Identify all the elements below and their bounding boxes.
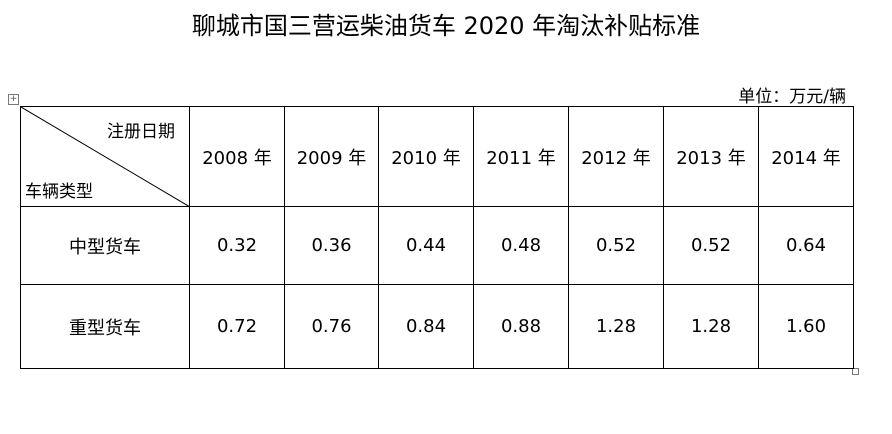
table-resize-handle[interactable] bbox=[852, 368, 859, 375]
cell-value: 0.72 bbox=[189, 284, 285, 369]
diagonal bbox=[21, 107, 190, 207]
column-header: 2009 年 bbox=[284, 106, 379, 207]
cell-value: 0.36 bbox=[284, 206, 379, 285]
cell-value: 0.52 bbox=[663, 206, 759, 285]
column-header: 2014 年 bbox=[758, 106, 854, 207]
cell-value: 0.44 bbox=[378, 206, 474, 285]
corner-cell: 注册日期 车辆类型 bbox=[20, 106, 190, 207]
data-row: 重型货车 0.72 0.76 0.84 0.88 1.28 1.28 1.60 bbox=[20, 284, 854, 369]
cell-value: 0.76 bbox=[284, 284, 379, 369]
cell-value: 0.48 bbox=[473, 206, 569, 285]
cell-value: 0.84 bbox=[378, 284, 474, 369]
page-title: 聊城市国三营运柴油货车 2020 年淘汰补贴标准 bbox=[191, 12, 701, 40]
cell-value: 0.32 bbox=[189, 206, 285, 285]
cell-value: 0.64 bbox=[758, 206, 854, 285]
column-header: 2013 年 bbox=[663, 106, 759, 207]
subsidy-table: 注册日期 车辆类型 2008 年 2009 年 2010 年 2011 年 2012 年… bbox=[20, 106, 854, 369]
table-move-handle[interactable]: + bbox=[8, 94, 19, 105]
corner-bottom: 车辆类型 bbox=[25, 182, 93, 202]
row-label: 中型货车 bbox=[20, 206, 190, 285]
cell-value: 1.28 bbox=[663, 284, 759, 369]
cell-value: 0.88 bbox=[473, 284, 569, 369]
cell-value: 1.28 bbox=[568, 284, 664, 369]
corner-top: 注册日期 bbox=[107, 122, 175, 142]
column-header: 2008 年 bbox=[189, 106, 285, 207]
data-row: 中型货车 0.32 0.36 0.44 0.48 0.52 0.52 0.64 bbox=[20, 206, 854, 285]
column-header: 2012 年 bbox=[568, 106, 664, 207]
column-header: 2011 年 bbox=[473, 106, 569, 207]
cell-value: 0.52 bbox=[568, 206, 664, 285]
row-label: 重型货车 bbox=[20, 284, 190, 369]
cell-value: 1.60 bbox=[758, 284, 854, 369]
column-header: 2010 年 bbox=[378, 106, 474, 207]
unit-label: 单位：万元/辆 bbox=[738, 87, 846, 107]
header-row: 注册日期 车辆类型 2008 年 2009 年 2010 年 2011 年 2012 年… bbox=[20, 106, 854, 207]
